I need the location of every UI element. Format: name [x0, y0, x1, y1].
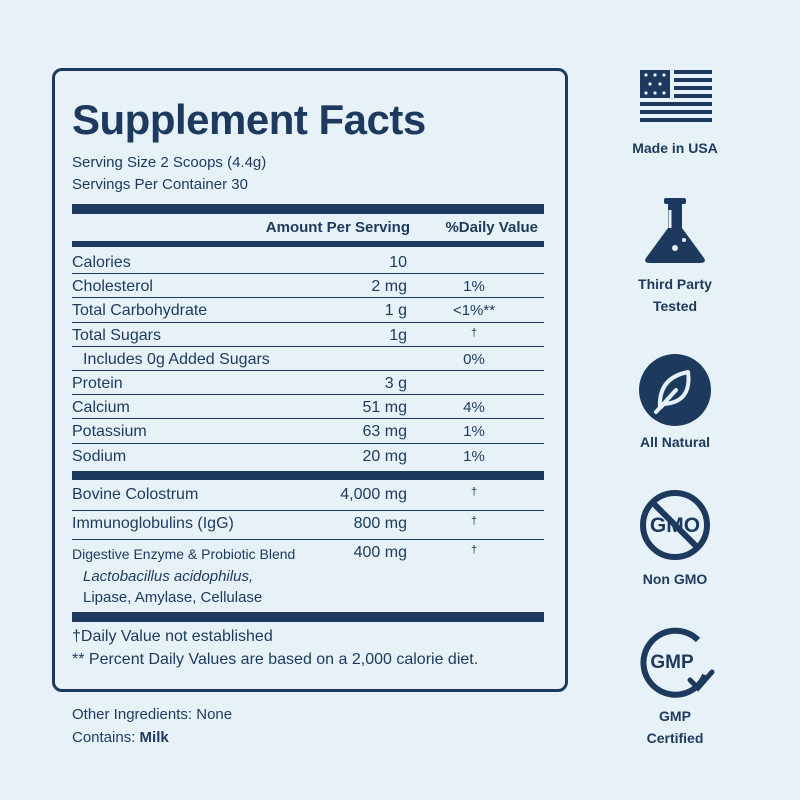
leaf-icon — [639, 354, 711, 426]
contains-value: Milk — [139, 729, 169, 746]
footnote: ** Percent Daily Values are based on a 2… — [72, 651, 479, 668]
gmp-icon: GMP — [640, 627, 715, 698]
nutrient-name: Bovine Colostrum — [72, 486, 199, 503]
badge-label: Non GMO — [642, 571, 708, 587]
blend-component: Lipase, Amylase, Cellulase — [83, 589, 263, 606]
serving-size: Serving Size 2 Scoops (4.4g) — [72, 154, 267, 171]
thick-rule — [72, 612, 544, 622]
nutrient-name: Total Carbohydrate — [72, 302, 208, 320]
daily-value: 1% — [463, 278, 485, 296]
flask-icon — [645, 198, 705, 263]
daily-value: 1% — [463, 447, 485, 465]
nutrient-name: Protein — [72, 375, 123, 392]
facts-row: Calories 10 — [72, 250, 544, 275]
daily-value: † — [470, 326, 478, 339]
blend-component: Lactobacillus acidophilus, — [83, 568, 254, 585]
badge-label: Tested — [652, 298, 698, 314]
servings-per-container: Servings Per Container 30 — [72, 176, 248, 193]
daily-value: <1%** — [452, 302, 496, 320]
amount: 1 g — [384, 302, 407, 320]
icon-text: GMP — [650, 652, 694, 673]
facts-row: Potassium 63 mg 1% — [72, 419, 544, 444]
daily-value: 0% — [463, 350, 485, 368]
badge-label: All Natural — [639, 434, 710, 450]
icon-text: GMO — [650, 514, 700, 537]
flag-icon — [640, 70, 712, 122]
facts-row: Immunoglobulins (IgG) 800 mg † — [72, 511, 544, 540]
dv-header: %Daily Value — [445, 219, 538, 236]
facts-panel — [52, 68, 568, 692]
facts-row: Total Carbohydrate 1 g <1%** — [72, 298, 544, 323]
gmo-icon: GMO — [640, 490, 710, 560]
facts-row: Total Sugars 1g † — [72, 323, 544, 347]
amount: 63 mg — [362, 423, 407, 441]
daily-value: 4% — [463, 399, 485, 417]
daily-value: † — [470, 515, 478, 527]
amount: 400 mg — [353, 544, 407, 561]
daily-value: † — [470, 486, 478, 498]
badge-label: Certified — [646, 730, 704, 746]
facts-row: Bovine Colostrum 4,000 mg † — [72, 482, 544, 511]
footnote: †Daily Value not established — [72, 628, 273, 645]
nutrient-name: Sodium — [72, 447, 127, 465]
badge-label: GMP — [659, 708, 691, 724]
thick-rule — [72, 471, 544, 480]
amount: 1g — [389, 326, 407, 344]
daily-value: 1% — [463, 423, 485, 441]
facts-row: Cholesterol 2 mg 1% — [72, 274, 544, 299]
amount: 4,000 mg — [340, 486, 407, 503]
amount: 20 mg — [362, 447, 407, 465]
daily-value: † — [470, 544, 478, 556]
amount-header: Amount Per Serving — [265, 219, 410, 236]
nutrient-name: Calories — [72, 254, 131, 271]
nutrient-name: Calcium — [72, 399, 130, 417]
badge-label: Third Party — [638, 276, 712, 292]
amount: 3 g — [384, 375, 407, 392]
medium-rule — [72, 241, 544, 247]
facts-row: Calcium 51 mg 4% — [72, 395, 544, 420]
facts-row: Sodium 20 mg 1% — [72, 444, 544, 467]
title: Supplement Facts — [72, 96, 426, 143]
amount: 2 mg — [371, 278, 407, 296]
nutrient-name: Potassium — [72, 423, 147, 441]
facts-row: Digestive Enzyme & Probiotic Blend 400 mg… — [72, 540, 544, 610]
amount: 800 mg — [353, 515, 407, 532]
facts-row: Includes 0g Added Sugars 0% — [72, 347, 544, 371]
other-ingredients: Other Ingredients: None — [72, 706, 233, 723]
nutrient-name: Includes 0g Added Sugars — [83, 350, 270, 368]
facts-row: Protein 3 g — [72, 371, 544, 396]
contains: Contains: Milk — [72, 729, 169, 746]
amount: 51 mg — [362, 399, 407, 417]
nutrient-name: Immunoglobulins (IgG) — [72, 515, 234, 532]
nutrient-name: Total Sugars — [72, 326, 161, 344]
contains-label: Contains: — [72, 729, 136, 746]
thick-rule — [72, 204, 544, 214]
amount: 10 — [389, 254, 407, 271]
badge-label: Made in USA — [632, 140, 718, 156]
nutrient-name: Cholesterol — [72, 278, 153, 296]
nutrient-name: Digestive Enzyme & Probiotic Blend — [72, 546, 296, 562]
